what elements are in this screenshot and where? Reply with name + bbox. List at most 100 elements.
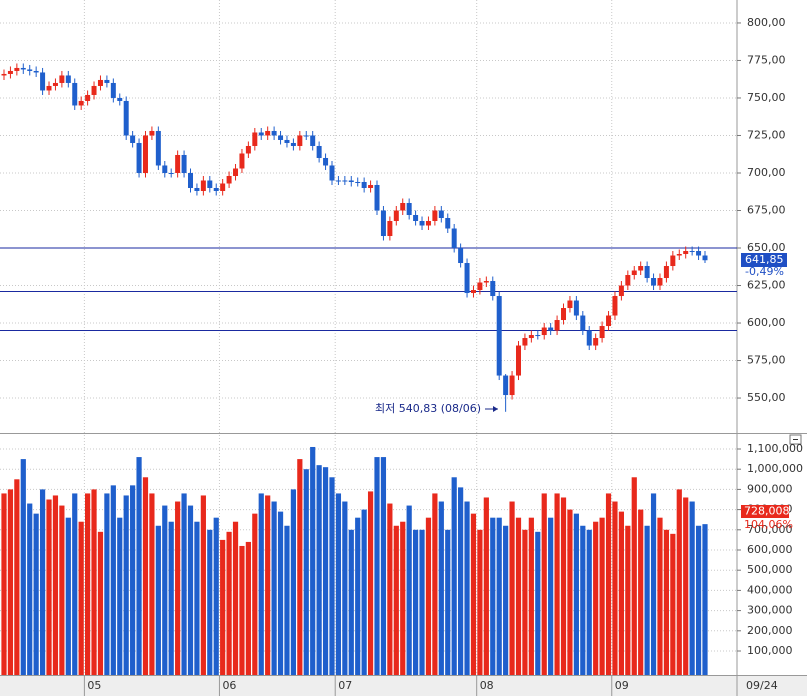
y-tick-label: 700,000	[747, 523, 793, 536]
candle-body	[528, 335, 534, 339]
candle-body	[670, 255, 676, 267]
candle-body	[606, 315, 612, 327]
candle-body	[413, 214, 419, 222]
candle-body	[535, 335, 541, 337]
candle-body	[644, 266, 650, 279]
candle-body	[548, 327, 554, 331]
volume-bar	[78, 521, 84, 675]
candle-body	[696, 251, 702, 256]
x-tick-label: 08	[480, 679, 494, 692]
candle-body	[419, 221, 425, 226]
candle-body	[220, 183, 226, 191]
candle-body	[612, 296, 618, 316]
candle-body	[33, 70, 39, 73]
volume-bar	[657, 517, 663, 675]
y-tick-label: 675,00	[747, 203, 786, 216]
candle-body	[599, 326, 605, 339]
candle-body	[657, 278, 663, 286]
volume-bar	[490, 517, 496, 675]
y-tick-label: 300,000	[747, 604, 793, 617]
candle-body	[97, 79, 103, 86]
volume-bar	[200, 495, 206, 675]
volume-bar	[599, 517, 605, 675]
volume-bar	[509, 501, 515, 675]
candle-body	[470, 290, 476, 294]
volume-bar	[342, 501, 348, 675]
volume-bar	[573, 513, 579, 675]
volume-bar	[644, 525, 650, 675]
volume-bar	[194, 521, 200, 675]
candle-body	[1, 73, 7, 76]
candle-body	[194, 187, 200, 191]
volume-bar	[374, 457, 380, 675]
candle-body	[477, 282, 483, 291]
y-tick-label: 550,00	[747, 391, 786, 404]
volume-bar	[226, 531, 232, 675]
candle-body	[380, 210, 386, 237]
volume-bar	[310, 446, 316, 675]
volume-bar	[27, 503, 33, 675]
candle-body	[130, 135, 136, 143]
candle-body	[593, 338, 599, 346]
y-tick-label: 400,000	[747, 583, 793, 596]
volume-bar	[232, 521, 239, 675]
volume-bar	[258, 493, 264, 675]
candle-body	[200, 180, 206, 191]
candle-body	[393, 210, 399, 222]
y-tick-label: 625,00	[747, 279, 786, 292]
y-tick-label: 200,000	[747, 624, 793, 637]
volume-bar	[567, 509, 573, 675]
volume-bar	[605, 493, 612, 675]
volume-bar	[117, 517, 123, 675]
candle-body	[631, 270, 637, 276]
volume-bar	[560, 497, 567, 675]
candle-body	[78, 100, 84, 106]
candle-body	[162, 165, 168, 173]
candle-body	[168, 172, 174, 174]
volume-bar	[638, 509, 644, 675]
low-annotation: 최저 540,83 (08/06)	[375, 402, 481, 415]
candle-body	[663, 266, 669, 279]
x-tick-label: 09	[615, 679, 629, 692]
volume-bar	[702, 524, 708, 675]
volume-ratio-label: 104,06%	[744, 518, 793, 531]
volume-bar	[7, 489, 14, 675]
volume-bar	[85, 493, 91, 675]
candle-body	[65, 75, 71, 83]
volume-bar	[445, 529, 451, 675]
candle-body	[59, 75, 65, 83]
candle-body	[310, 135, 316, 146]
volume-bar	[149, 493, 155, 675]
candle-body	[7, 70, 13, 74]
candle-body	[400, 202, 406, 211]
candle-body	[52, 82, 58, 86]
last-price-box	[741, 253, 787, 267]
y-tick-label: 1,100,000	[747, 442, 803, 455]
volume-bar	[39, 489, 46, 675]
candle-body	[316, 145, 322, 158]
volume-bar	[33, 513, 39, 675]
candle-body	[458, 248, 464, 264]
y-tick-label: 500,000	[747, 563, 793, 576]
candle-body	[85, 94, 91, 101]
candle-body	[515, 345, 521, 376]
candle-body	[432, 210, 438, 222]
y-tick-label: 900,000	[747, 482, 793, 495]
volume-bar	[46, 499, 52, 675]
volume-bar	[136, 457, 142, 675]
candle-body	[271, 130, 277, 136]
last-volume-box	[741, 505, 789, 518]
candle-body	[207, 180, 213, 188]
volume-bar	[361, 509, 367, 675]
volume-bar	[515, 517, 522, 675]
candle-body	[651, 278, 657, 286]
volume-bar	[277, 511, 284, 675]
volume-bar	[631, 477, 637, 675]
candle-body	[175, 154, 181, 173]
volume-bar	[59, 505, 65, 675]
volume-bar	[689, 501, 695, 675]
volume-bar	[535, 531, 541, 675]
candle-body	[136, 142, 142, 173]
candle-body	[503, 375, 509, 396]
candle-body	[278, 135, 284, 140]
